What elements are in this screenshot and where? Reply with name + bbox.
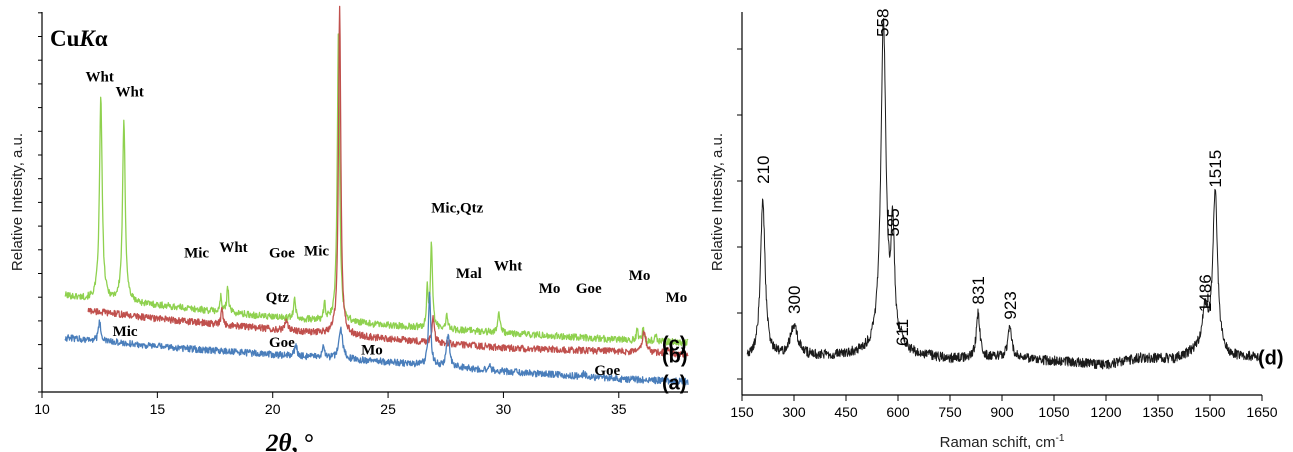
raman-x-tick-label: 600: [886, 404, 910, 420]
xrd-x-tick-label: 15: [150, 401, 166, 417]
raman-x-axis-label-sup: -1: [1055, 433, 1064, 444]
xrd-curve-label: (a): [662, 373, 686, 395]
raman-peak-label: 210: [754, 156, 773, 184]
raman-x-tick-label: 1650: [1246, 404, 1277, 420]
xrd-phase-label: Goe: [269, 335, 295, 351]
xrd-series-group: [64, 5, 689, 386]
raman-x-tick-label: 300: [782, 404, 806, 420]
xrd-title-part-1: Cu: [50, 26, 80, 51]
xrd-phase-label: Qtz: [266, 290, 290, 306]
xrd-phase-label: Mic: [304, 243, 329, 259]
xrd-phase-label: Goe: [269, 245, 295, 261]
xrd-phase-label: Mo: [361, 343, 383, 359]
raman-x-tick-label: 1200: [1090, 404, 1121, 420]
xrd-phase-label: Goe: [576, 281, 602, 297]
xrd-curve-label: (b): [662, 345, 688, 367]
xrd-x-tick-label: 25: [380, 401, 396, 417]
raman-x-tick-label: 750: [938, 404, 962, 420]
raman-x-tick-label: 900: [990, 404, 1014, 420]
raman-peak-label: 300: [785, 286, 804, 314]
raman-y-axis-label: Relative Intesity, a.u.: [709, 133, 726, 271]
xrd-phase-label: Wht: [219, 240, 247, 256]
raman-peak-label: 585: [884, 208, 903, 236]
raman-series-line: [746, 18, 1260, 370]
xrd-x-axis-label-unit: , °: [291, 430, 314, 452]
raman-peak-labels: 210 300 558 585 611 831 923 1486 1515: [754, 8, 1225, 346]
xrd-annotations: WhtWhtMicWhtGoeMicMoMic,QtzQtzMalWhtMoGo…: [86, 70, 688, 380]
xrd-series-line: [64, 291, 689, 386]
xrd-phase-label: Wht: [86, 70, 114, 86]
raman-peak-label: 923: [1001, 291, 1020, 319]
xrd-series-line: [64, 33, 689, 347]
raman-peak-label: 558: [873, 8, 892, 36]
raman-peak-label: 1486: [1196, 274, 1215, 312]
raman-x-tick-label: 150: [730, 404, 754, 420]
xrd-x-axis-label: 2θ, °: [265, 430, 314, 452]
raman-peak-label: 831: [969, 276, 988, 304]
raman-x-tick-label: 450: [834, 404, 858, 420]
xrd-x-tick-label: 10: [34, 401, 50, 417]
raman-x-tick-label: 1500: [1194, 404, 1225, 420]
raman-peak-label: 611: [893, 319, 912, 346]
xrd-title-part-3: α: [95, 26, 108, 51]
xrd-phase-label: Mic: [184, 245, 209, 261]
xrd-curve-label: (c): [662, 334, 686, 356]
xrd-title-part-2: K: [78, 26, 96, 51]
xrd-x-ticks: 10 15 20 25 30 35: [34, 392, 627, 417]
xrd-y-ticks: [38, 12, 42, 393]
xrd-x-tick-label: 20: [265, 401, 281, 417]
xrd-phase-label: Mic,Qtz: [431, 200, 483, 216]
xrd-curve-labels: (c)(b) (a): [662, 334, 688, 395]
xrd-phase-label: Wht: [115, 85, 143, 101]
xrd-phase-label: Mo: [629, 268, 651, 284]
xrd-x-axis-label-symbol: 2θ: [265, 430, 292, 452]
raman-y-ticks: [737, 48, 742, 380]
raman-x-axis-label-text: Raman schift, cm: [940, 434, 1056, 451]
xrd-phase-label: Mal: [456, 266, 482, 282]
xrd-phase-label: Goe: [594, 363, 620, 379]
xrd-phase-label: Mo: [666, 290, 688, 306]
raman-peak-label: 1515: [1206, 150, 1225, 188]
raman-panel: 150 300 450 600 750 900 1050 1200 1350 1500 1650 2…: [709, 8, 1284, 451]
raman-curve-label: (d): [1258, 347, 1284, 369]
xrd-title: CuKα: [50, 26, 108, 51]
xrd-series-line: [87, 5, 689, 358]
raman-series-group: [746, 18, 1260, 370]
raman-x-axis-label: Raman schift, cm-1: [940, 433, 1065, 451]
raman-x-ticks: 150 300 450 600 750 900 1050 1200 1350 1500 1650: [730, 395, 1278, 420]
xrd-x-tick-label: 35: [611, 401, 627, 417]
raman-curve-labels: (d): [1258, 347, 1284, 369]
xrd-x-tick-label: 30: [496, 401, 512, 417]
raman-x-tick-label: 1050: [1038, 404, 1069, 420]
raman-x-tick-label: 1350: [1142, 404, 1173, 420]
xrd-y-axis-label: Relative Intesity, a.u.: [9, 133, 26, 271]
xrd-phase-label: Mo: [539, 281, 561, 297]
xrd-phase-label: Wht: [494, 258, 522, 274]
xrd-phase-label: Mic: [113, 324, 138, 340]
